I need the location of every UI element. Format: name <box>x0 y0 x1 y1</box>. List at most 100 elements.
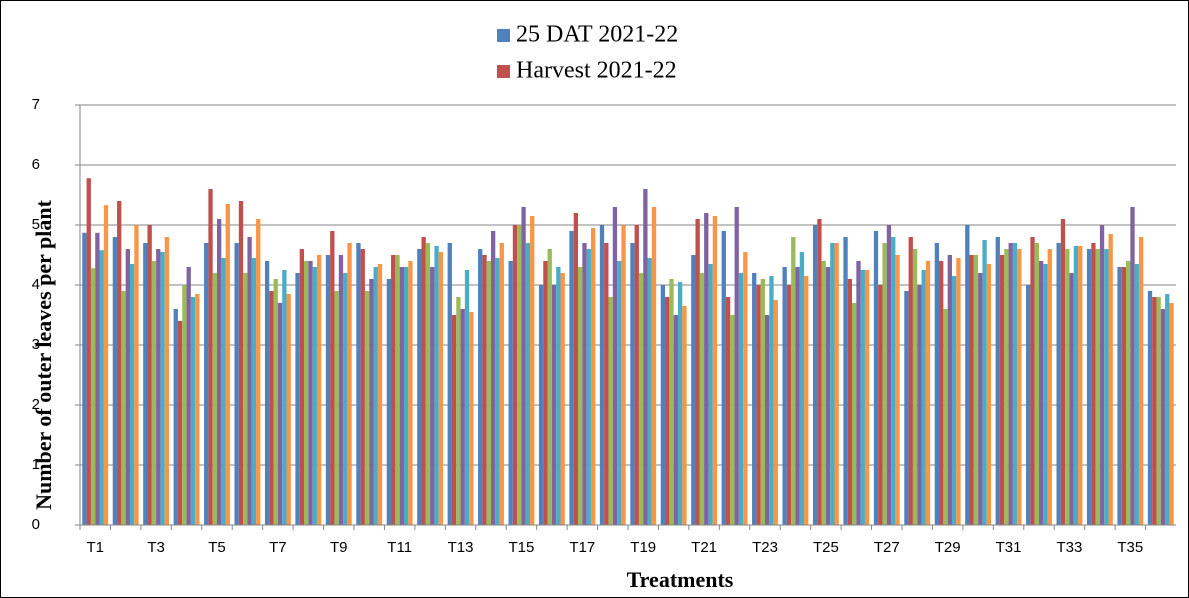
bar <box>243 273 248 525</box>
bar <box>721 231 726 525</box>
bar <box>430 267 435 525</box>
bar <box>330 231 335 525</box>
bar <box>864 270 870 525</box>
y-tick-label: 1 <box>32 456 40 473</box>
bar <box>1086 249 1092 525</box>
bar <box>160 252 165 525</box>
bar <box>295 273 300 525</box>
bar <box>604 243 609 525</box>
x-axis-title: Treatments <box>627 567 734 592</box>
bar <box>508 261 513 525</box>
bar <box>282 270 287 525</box>
bar <box>682 306 687 525</box>
bar <box>86 178 91 525</box>
bar <box>704 213 709 525</box>
y-tick-label: 5 <box>32 216 40 233</box>
bar <box>151 261 157 525</box>
bar <box>1121 267 1127 525</box>
bar <box>630 243 635 525</box>
axes: 0 1 2 3 4 5 6 7 T1 T3 T5 T7 T9 T11 T13 T15 T17 T19 T21 T23 T… <box>32 22 1176 556</box>
x-tick-label: T11 <box>387 539 412 556</box>
bar <box>356 243 361 525</box>
bar <box>1065 249 1070 525</box>
bar <box>125 249 130 525</box>
bar <box>386 279 392 525</box>
bar <box>486 261 491 525</box>
bar <box>760 279 765 525</box>
bar <box>1130 207 1135 525</box>
bar <box>573 213 579 525</box>
bar <box>1095 249 1100 525</box>
bar <box>569 231 574 525</box>
bar <box>738 273 744 525</box>
bar <box>934 243 940 525</box>
bar <box>1030 237 1035 525</box>
bar <box>460 309 465 525</box>
bar <box>999 255 1005 525</box>
bar <box>1078 246 1083 525</box>
bar <box>177 321 183 525</box>
bar <box>112 237 118 525</box>
bar <box>129 264 135 525</box>
bar <box>795 267 800 525</box>
y-tick-label: 0 <box>32 516 40 533</box>
bar <box>391 255 396 525</box>
bar <box>973 255 979 525</box>
x-tick-label: T35 <box>1117 539 1143 556</box>
bar <box>1165 294 1170 525</box>
bar <box>103 205 109 525</box>
bar <box>334 291 339 525</box>
bar <box>695 219 700 525</box>
bar <box>225 204 230 525</box>
bar <box>769 276 774 525</box>
bar <box>882 243 887 525</box>
x-tick-label: T23 <box>752 539 778 556</box>
bar <box>852 303 857 525</box>
y-axis-title: Number of outer leaves per plant <box>31 199 56 509</box>
bar <box>325 255 331 525</box>
bar <box>743 252 748 525</box>
bar <box>208 189 213 525</box>
bar <box>164 237 170 525</box>
bar <box>891 237 896 525</box>
bar <box>830 243 835 525</box>
bar <box>578 267 583 525</box>
bar <box>673 315 678 525</box>
bar <box>786 285 792 525</box>
bar <box>482 255 487 525</box>
bar <box>1073 246 1079 525</box>
bar <box>586 249 591 525</box>
bar <box>212 273 217 525</box>
bar <box>638 273 644 525</box>
bar <box>1160 309 1166 525</box>
bar <box>521 207 526 525</box>
bar <box>517 225 522 525</box>
bar <box>939 261 944 525</box>
bar <box>186 267 191 525</box>
bar <box>782 267 787 525</box>
bar <box>134 225 139 525</box>
bar <box>1156 297 1161 525</box>
bar <box>451 315 457 525</box>
bar <box>338 255 344 525</box>
x-tick-label: T19 <box>630 539 656 556</box>
bar <box>173 309 178 525</box>
bar <box>1060 219 1066 525</box>
x-tick-label: T7 <box>269 539 287 556</box>
x-tick-label: T17 <box>569 539 595 556</box>
bar <box>543 261 548 525</box>
bar <box>360 249 365 525</box>
bar <box>821 261 826 525</box>
bar <box>217 219 222 525</box>
bar <box>399 267 404 525</box>
bar <box>677 282 683 525</box>
bar <box>965 225 970 525</box>
bar <box>256 219 261 525</box>
bar <box>530 216 535 525</box>
bar <box>765 315 770 525</box>
bar <box>90 268 96 525</box>
bar <box>286 294 291 525</box>
bar <box>643 189 648 525</box>
bar <box>425 243 431 525</box>
